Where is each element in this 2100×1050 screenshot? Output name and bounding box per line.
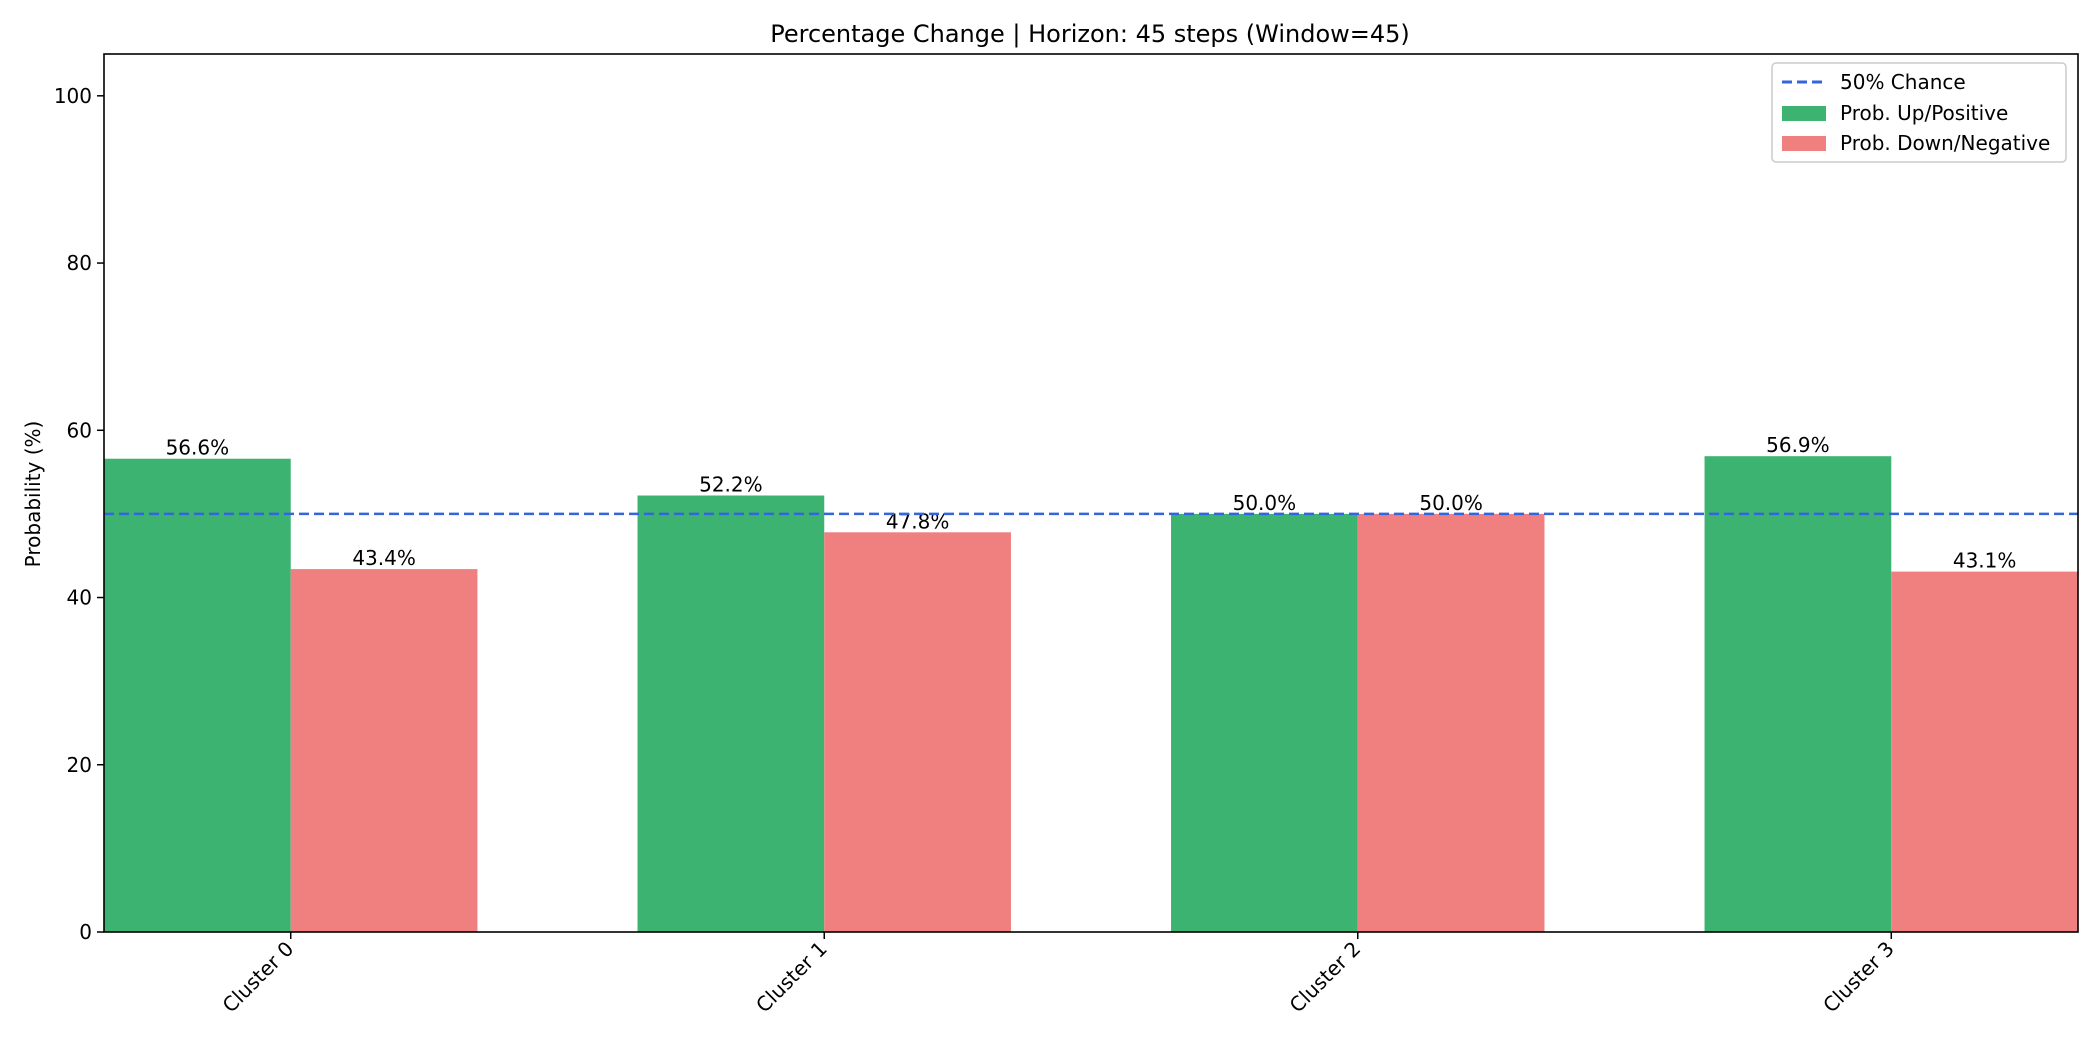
value-label-up-cluster-1: 52.2% bbox=[699, 473, 763, 497]
value-label-down-cluster-0: 43.4% bbox=[352, 546, 416, 570]
y-tick-label-60: 60 bbox=[67, 418, 92, 442]
x-tick-label-cluster-2: Cluster 2 bbox=[1285, 937, 1366, 1018]
x-tick-label-cluster-1: Cluster 1 bbox=[751, 937, 832, 1018]
legend-swatch-up bbox=[1782, 106, 1826, 121]
y-axis-label: Probability (%) bbox=[21, 421, 45, 568]
y-tick-label-100: 100 bbox=[54, 84, 92, 108]
legend-label-reference-line: 50% Chance bbox=[1840, 70, 1966, 94]
legend-label-up: Prob. Up/Positive bbox=[1840, 101, 2008, 125]
x-tick-label-cluster-0: Cluster 0 bbox=[218, 937, 299, 1018]
legend-label-down: Prob. Down/Negative bbox=[1840, 131, 2050, 155]
bar-down-cluster-2 bbox=[1357, 513, 1545, 932]
value-label-down-cluster-3: 43.1% bbox=[1953, 549, 2017, 573]
x-tick-label-cluster-3: Cluster 3 bbox=[1818, 937, 1899, 1018]
y-tick-label-80: 80 bbox=[67, 251, 92, 275]
legend-swatch-down bbox=[1782, 136, 1826, 151]
value-label-down-cluster-2: 50.0% bbox=[1419, 491, 1483, 515]
plot-area: 56.6%52.2%50.0%56.9%43.4%47.8%50.0%43.1%… bbox=[54, 53, 2079, 1018]
chart-title: Percentage Change | Horizon: 45 steps (W… bbox=[770, 20, 1410, 48]
legend: 50% Chance Prob. Up/Positive Prob. Down/… bbox=[1771, 62, 2067, 163]
value-label-up-cluster-0: 56.6% bbox=[166, 436, 230, 460]
legend-frame bbox=[1771, 62, 2067, 163]
value-label-up-cluster-2: 50.0% bbox=[1233, 491, 1297, 515]
bar-up-cluster-0 bbox=[104, 458, 291, 932]
bar-up-cluster-2 bbox=[1171, 513, 1358, 932]
y-tick-label-20: 20 bbox=[67, 753, 92, 777]
bar-up-cluster-3 bbox=[1704, 456, 1892, 932]
value-label-up-cluster-3: 56.9% bbox=[1766, 433, 1830, 457]
y-tick-label-0: 0 bbox=[79, 920, 92, 944]
y-tick-label-40: 40 bbox=[67, 586, 92, 610]
bar-down-cluster-1 bbox=[824, 532, 1011, 932]
plot-frame bbox=[103, 53, 2079, 933]
bar-down-cluster-3 bbox=[1891, 571, 2078, 932]
bar-down-cluster-0 bbox=[290, 569, 478, 932]
bar-up-cluster-1 bbox=[637, 495, 825, 932]
